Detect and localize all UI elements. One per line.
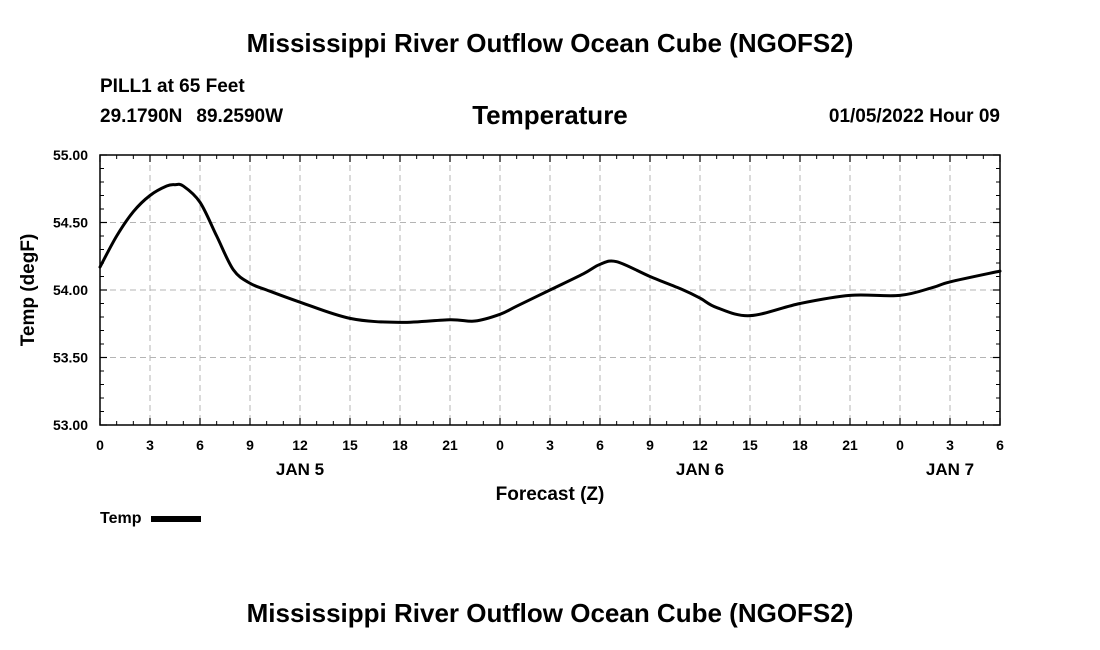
x-tick-label: 0 [896,437,904,453]
x-tick-label: 9 [646,437,654,453]
x-tick-label: 18 [792,437,808,453]
x-tick-label: 3 [946,437,954,453]
variable-title: Temperature [472,100,628,130]
x-tick-label: 21 [442,437,458,453]
y-tick-label: 53.00 [53,417,88,433]
day-label: JAN 5 [276,460,324,479]
x-tick-label: 18 [392,437,408,453]
x-tick-label: 6 [196,437,204,453]
x-tick-label: 15 [342,437,358,453]
x-tick-label: 21 [842,437,858,453]
series-line-temp [98,182,1002,324]
x-tick-label: 0 [96,437,104,453]
y-axis-label: Temp (degF) [18,234,39,347]
x-axis-label: Forecast (Z) [496,484,605,505]
coordinates: 29.1790N 89.2590W [100,106,283,128]
longitude: 89.2590W [196,106,284,127]
x-tick-label: 12 [692,437,708,453]
day-labels: JAN 5 JAN 6 JAN 7 [276,460,974,479]
x-tick-label: 15 [742,437,758,453]
station-label: PILL1 at 65 Feet [100,76,245,97]
day-label: JAN 6 [676,460,724,479]
y-tick-label: 55.00 [53,147,88,163]
axis-ticks [99,154,1001,426]
y-tick-labels: 53.00 53.50 54.00 54.50 55.00 [53,147,88,433]
x-tick-label: 6 [596,437,604,453]
y-tick-label: 53.50 [53,350,88,366]
legend-swatch [151,516,202,522]
x-tick-labels: 0 3 6 9 12 15 18 21 0 3 6 9 12 15 18 21 0 3 6 [96,437,1004,453]
legend: Temp [100,510,202,528]
y-tick-label: 54.50 [53,215,88,231]
x-tick-label: 3 [146,437,154,453]
day-label: JAN 7 [926,460,974,479]
forecast-datetime: 01/05/2022 Hour 09 [828,106,1000,127]
latitude: 29.1790N [100,106,183,127]
y-tick-label: 54.00 [53,282,88,298]
legend-label: Temp [100,510,142,527]
chart-title: Mississippi River Outflow Ocean Cube (NG… [246,28,854,58]
x-tick-label: 12 [292,437,308,453]
x-tick-label: 9 [246,437,254,453]
footer-title: Mississippi River Outflow Ocean Cube (NG… [246,598,854,628]
x-tick-label: 0 [496,437,504,453]
x-tick-label: 6 [996,437,1004,453]
x-tick-label: 3 [546,437,554,453]
